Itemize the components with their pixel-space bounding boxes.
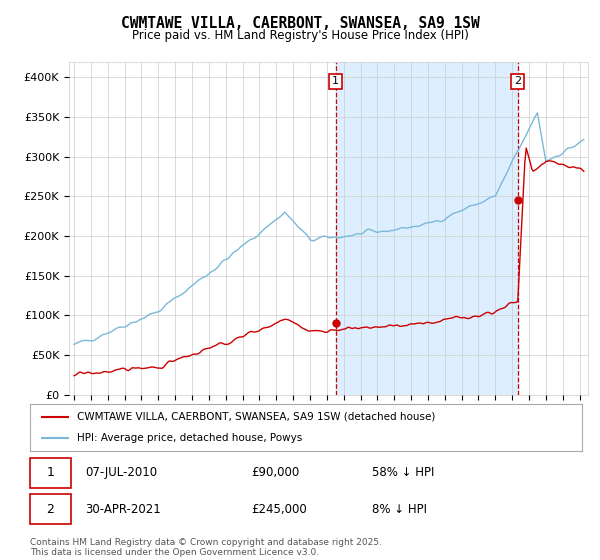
FancyBboxPatch shape: [30, 458, 71, 488]
Text: £90,000: £90,000: [251, 466, 299, 479]
Text: £245,000: £245,000: [251, 502, 307, 516]
Text: Price paid vs. HM Land Registry's House Price Index (HPI): Price paid vs. HM Land Registry's House …: [131, 29, 469, 42]
Text: 07-JUL-2010: 07-JUL-2010: [85, 466, 157, 479]
Bar: [335, 62, 518, 395]
Text: 30-APR-2021: 30-APR-2021: [85, 502, 161, 516]
Text: Contains HM Land Registry data © Crown copyright and database right 2025.
This d: Contains HM Land Registry data © Crown c…: [30, 538, 382, 557]
Text: 58% ↓ HPI: 58% ↓ HPI: [372, 466, 434, 479]
Text: 1: 1: [46, 466, 55, 479]
FancyBboxPatch shape: [30, 494, 71, 524]
Text: CWMTAWE VILLA, CAERBONT, SWANSEA, SA9 1SW: CWMTAWE VILLA, CAERBONT, SWANSEA, SA9 1S…: [121, 16, 479, 31]
Text: 2: 2: [514, 76, 521, 86]
Text: HPI: Average price, detached house, Powys: HPI: Average price, detached house, Powy…: [77, 433, 302, 444]
Text: 2: 2: [46, 502, 55, 516]
Text: 8% ↓ HPI: 8% ↓ HPI: [372, 502, 427, 516]
Text: 1: 1: [332, 76, 339, 86]
Text: CWMTAWE VILLA, CAERBONT, SWANSEA, SA9 1SW (detached house): CWMTAWE VILLA, CAERBONT, SWANSEA, SA9 1S…: [77, 412, 435, 422]
